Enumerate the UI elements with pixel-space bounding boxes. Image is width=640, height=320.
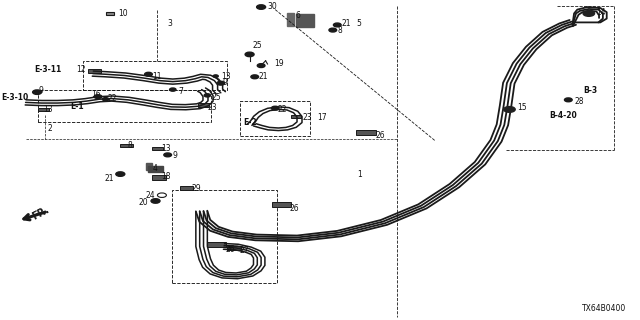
Circle shape [245,52,254,57]
Text: 9: 9 [173,151,178,160]
Polygon shape [296,14,314,27]
Text: 26: 26 [226,245,236,254]
Circle shape [170,88,176,91]
Text: 15: 15 [517,103,527,112]
Text: 13: 13 [221,72,230,81]
Text: B-3: B-3 [584,86,598,95]
Circle shape [564,98,572,102]
Bar [227,246,241,250]
Bar [152,175,166,180]
Text: 9: 9 [38,86,44,95]
Text: 12: 12 [76,65,86,74]
Text: 8: 8 [128,141,132,150]
Text: 26: 26 [290,204,300,213]
Text: 22: 22 [108,94,117,103]
Circle shape [102,98,109,101]
Bar [198,103,209,107]
Polygon shape [287,13,294,26]
Text: 18: 18 [161,172,171,181]
Circle shape [33,90,42,94]
Bar [180,186,193,190]
Circle shape [204,94,211,97]
Text: 21: 21 [342,19,351,28]
Circle shape [504,107,515,112]
Text: 8: 8 [337,26,342,35]
Text: E-1: E-1 [70,102,84,111]
Circle shape [217,81,225,85]
Text: 5: 5 [356,19,362,28]
Text: B-4-20: B-4-20 [549,111,577,120]
Text: 4: 4 [152,164,157,173]
Text: FR.: FR. [30,204,51,221]
Text: 21: 21 [104,174,114,183]
Text: 23: 23 [303,113,312,122]
Text: 26: 26 [375,131,385,140]
Bar [88,69,101,73]
Text: 7: 7 [178,87,183,96]
Circle shape [164,153,172,157]
Bar [38,90,211,122]
Bar [38,108,49,111]
Text: TX64B0400: TX64B0400 [582,304,626,313]
Text: 23: 23 [208,103,218,112]
Text: 28: 28 [574,97,584,106]
Bar [240,101,310,136]
Text: E-3-11: E-3-11 [35,65,62,74]
Circle shape [583,11,595,16]
Polygon shape [146,163,152,170]
Bar [356,130,376,135]
Text: 19: 19 [274,60,284,68]
Text: 1: 1 [357,170,362,179]
Circle shape [116,172,125,176]
Bar [172,190,277,283]
Text: 16: 16 [91,90,100,99]
Circle shape [213,75,218,77]
Text: 30: 30 [268,2,277,11]
Text: 3: 3 [168,20,173,28]
Text: 25: 25 [212,93,221,102]
Circle shape [251,75,259,79]
Polygon shape [148,166,163,172]
Text: 27: 27 [239,246,249,255]
Bar [291,115,301,118]
Circle shape [329,28,337,32]
Text: 13: 13 [161,144,171,153]
Text: 9: 9 [223,78,228,87]
Circle shape [333,23,341,27]
Text: 22: 22 [278,105,287,114]
Bar [83,61,227,90]
Bar [272,202,291,207]
Text: E-3-10: E-3-10 [1,93,29,102]
Text: 29: 29 [192,184,202,193]
Text: 10: 10 [118,9,128,18]
Text: 17: 17 [317,113,327,122]
Circle shape [151,199,160,203]
Bar [106,12,114,15]
Text: 25: 25 [253,41,262,50]
Circle shape [257,64,265,68]
Circle shape [271,106,279,110]
Bar [120,144,133,147]
Text: 21: 21 [259,72,268,81]
Text: 13: 13 [44,105,53,114]
Text: 11: 11 [152,72,162,81]
Text: 14: 14 [596,8,606,17]
Text: 2: 2 [48,124,52,133]
Text: E-2: E-2 [243,118,257,127]
Text: 6: 6 [296,12,301,20]
Circle shape [94,95,102,99]
Circle shape [145,72,152,76]
Bar [152,147,163,150]
Text: 20: 20 [139,198,148,207]
Circle shape [257,5,266,9]
Bar [207,242,226,247]
Text: 24: 24 [145,191,155,200]
